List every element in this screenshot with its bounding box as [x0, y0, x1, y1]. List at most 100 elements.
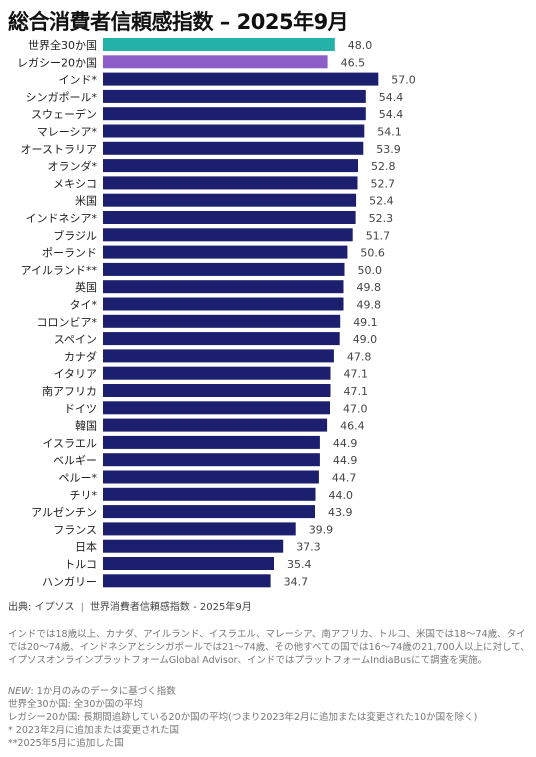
source-separator: | — [80, 602, 84, 613]
category-label-17: スペイン — [54, 333, 97, 346]
bar-25 — [103, 470, 319, 484]
category-label-7: オランダ* — [48, 159, 98, 173]
bar-0 — [103, 38, 335, 51]
source-text: 世界消費者信頼感指数 - 2025年9月 — [89, 602, 252, 613]
bar-26 — [103, 487, 316, 501]
page-title: 総合消費者信頼感指数 – 2025年9月 — [8, 10, 349, 34]
category-label-15: タイ* — [70, 299, 98, 312]
methodology-note: インドでは18歳以上、カナダ、アイルランド、イスラエル、マレーシア、南アフリカ、… — [8, 629, 530, 666]
bar-27 — [103, 505, 315, 519]
value-label-14: 49.8 — [357, 281, 382, 294]
value-label-27: 43.9 — [328, 506, 353, 519]
category-label-9: 米国 — [75, 195, 97, 208]
value-label-25: 44.7 — [332, 472, 357, 485]
value-label-7: 52.8 — [371, 160, 396, 173]
category-label-6: オーストラリア — [21, 143, 97, 156]
source-line: 出典: イプソス | 世界消費者信頼感指数 - 2025年9月 — [8, 598, 252, 613]
bar-13 — [103, 262, 345, 276]
category-label-8: メキシコ — [53, 177, 97, 190]
value-label-5: 54.1 — [377, 126, 402, 139]
value-label-24: 44.9 — [333, 454, 358, 467]
bar-1 — [103, 55, 328, 69]
bar-22 — [103, 418, 328, 432]
bar-28 — [103, 522, 296, 536]
bar-7 — [103, 159, 358, 173]
footnote-new: NEW: 1か月のみのデータに基づく指数 — [8, 685, 530, 698]
new-tag: NEW — [8, 686, 31, 697]
value-label-21: 47.0 — [343, 402, 368, 415]
value-label-4: 54.4 — [379, 108, 404, 121]
value-label-8: 52.7 — [371, 177, 396, 190]
value-label-23: 44.9 — [333, 437, 358, 450]
category-label-18: カナダ — [64, 349, 97, 363]
bar-11 — [103, 228, 353, 242]
category-label-27: アルゼンチン — [31, 506, 97, 519]
bar-17 — [103, 332, 340, 346]
category-label-29: 日本 — [75, 540, 97, 554]
bar-23 — [103, 435, 320, 449]
category-label-5: マレーシア* — [37, 126, 98, 139]
bar-14 — [103, 280, 344, 294]
value-label-22: 46.4 — [340, 420, 365, 433]
footnote-global: 世界全30か国: 全30か国の平均 — [8, 699, 143, 710]
bar-2 — [103, 72, 379, 86]
bar-5 — [103, 124, 365, 138]
bar-19 — [103, 366, 331, 380]
category-label-2: インド* — [59, 74, 98, 87]
value-label-18: 47.8 — [347, 350, 372, 363]
category-label-13: アイルランド** — [21, 264, 98, 277]
category-label-22: 韓国 — [75, 420, 97, 433]
category-label-11: ブラジル — [53, 228, 97, 242]
bar-21 — [103, 401, 330, 415]
value-label-3: 54.4 — [379, 91, 404, 104]
category-label-21: ドイツ — [64, 402, 97, 415]
category-label-4: スウェーデン — [31, 107, 97, 121]
bar-3 — [103, 89, 366, 103]
value-label-0: 48.0 — [348, 39, 373, 52]
bar-10 — [103, 211, 356, 224]
bar-4 — [103, 107, 366, 121]
value-label-31: 34.7 — [284, 575, 309, 588]
value-label-20: 47.1 — [344, 385, 369, 398]
bar-12 — [103, 245, 348, 259]
value-label-12: 50.6 — [360, 247, 385, 260]
category-label-30: トルコ — [64, 558, 97, 571]
category-label-19: イタリア — [53, 368, 97, 381]
category-label-16: コロンビア* — [37, 316, 98, 329]
value-label-10: 52.3 — [369, 212, 394, 225]
category-label-25: ペルー* — [59, 472, 98, 485]
value-label-17: 49.0 — [353, 333, 378, 346]
bar-30 — [103, 557, 274, 570]
value-label-1: 46.5 — [341, 56, 366, 69]
footnote-double-star: **2025年5月に追加した国 — [8, 738, 124, 749]
category-label-20: 南アフリカ — [42, 385, 97, 398]
value-label-28: 39.9 — [309, 523, 334, 536]
value-label-9: 52.4 — [369, 195, 394, 208]
value-label-11: 51.7 — [366, 229, 391, 242]
category-label-24: ベルギー — [53, 454, 97, 467]
category-label-10: インドネシア* — [26, 212, 98, 225]
bar-18 — [103, 349, 334, 363]
value-label-19: 47.1 — [344, 368, 369, 381]
category-label-28: フランス — [53, 523, 97, 536]
bar-16 — [103, 314, 341, 328]
value-label-30: 35.4 — [287, 558, 312, 571]
category-label-1: レガシー20か国 — [17, 56, 97, 69]
category-label-31: ハンガリー — [42, 575, 97, 588]
value-label-15: 49.8 — [357, 299, 382, 312]
category-label-0: 世界全30か国 — [28, 38, 97, 52]
footnotes: NEW: 1か月のみのデータに基づく指数 世界全30か国: 全30か国の平均 レ… — [8, 685, 530, 750]
category-label-26: チリ* — [70, 489, 98, 502]
category-label-12: ポーランド — [42, 247, 97, 260]
source-label: 出典: イプソス — [8, 602, 75, 613]
footnote-legacy: レガシー20か国: 長期間追跡している20か国の平均(つまり2023年2月に追加… — [8, 712, 478, 723]
bar-15 — [103, 297, 344, 311]
footnote-single-star: * 2023年2月に追加または変更された国 — [8, 725, 179, 736]
bar-20 — [103, 384, 331, 397]
value-label-6: 53.9 — [376, 143, 401, 156]
bar-29 — [103, 539, 284, 553]
bar-24 — [103, 453, 320, 467]
value-label-2: 57.0 — [391, 74, 416, 87]
value-label-16: 49.1 — [353, 316, 378, 329]
bar-31 — [103, 574, 271, 588]
